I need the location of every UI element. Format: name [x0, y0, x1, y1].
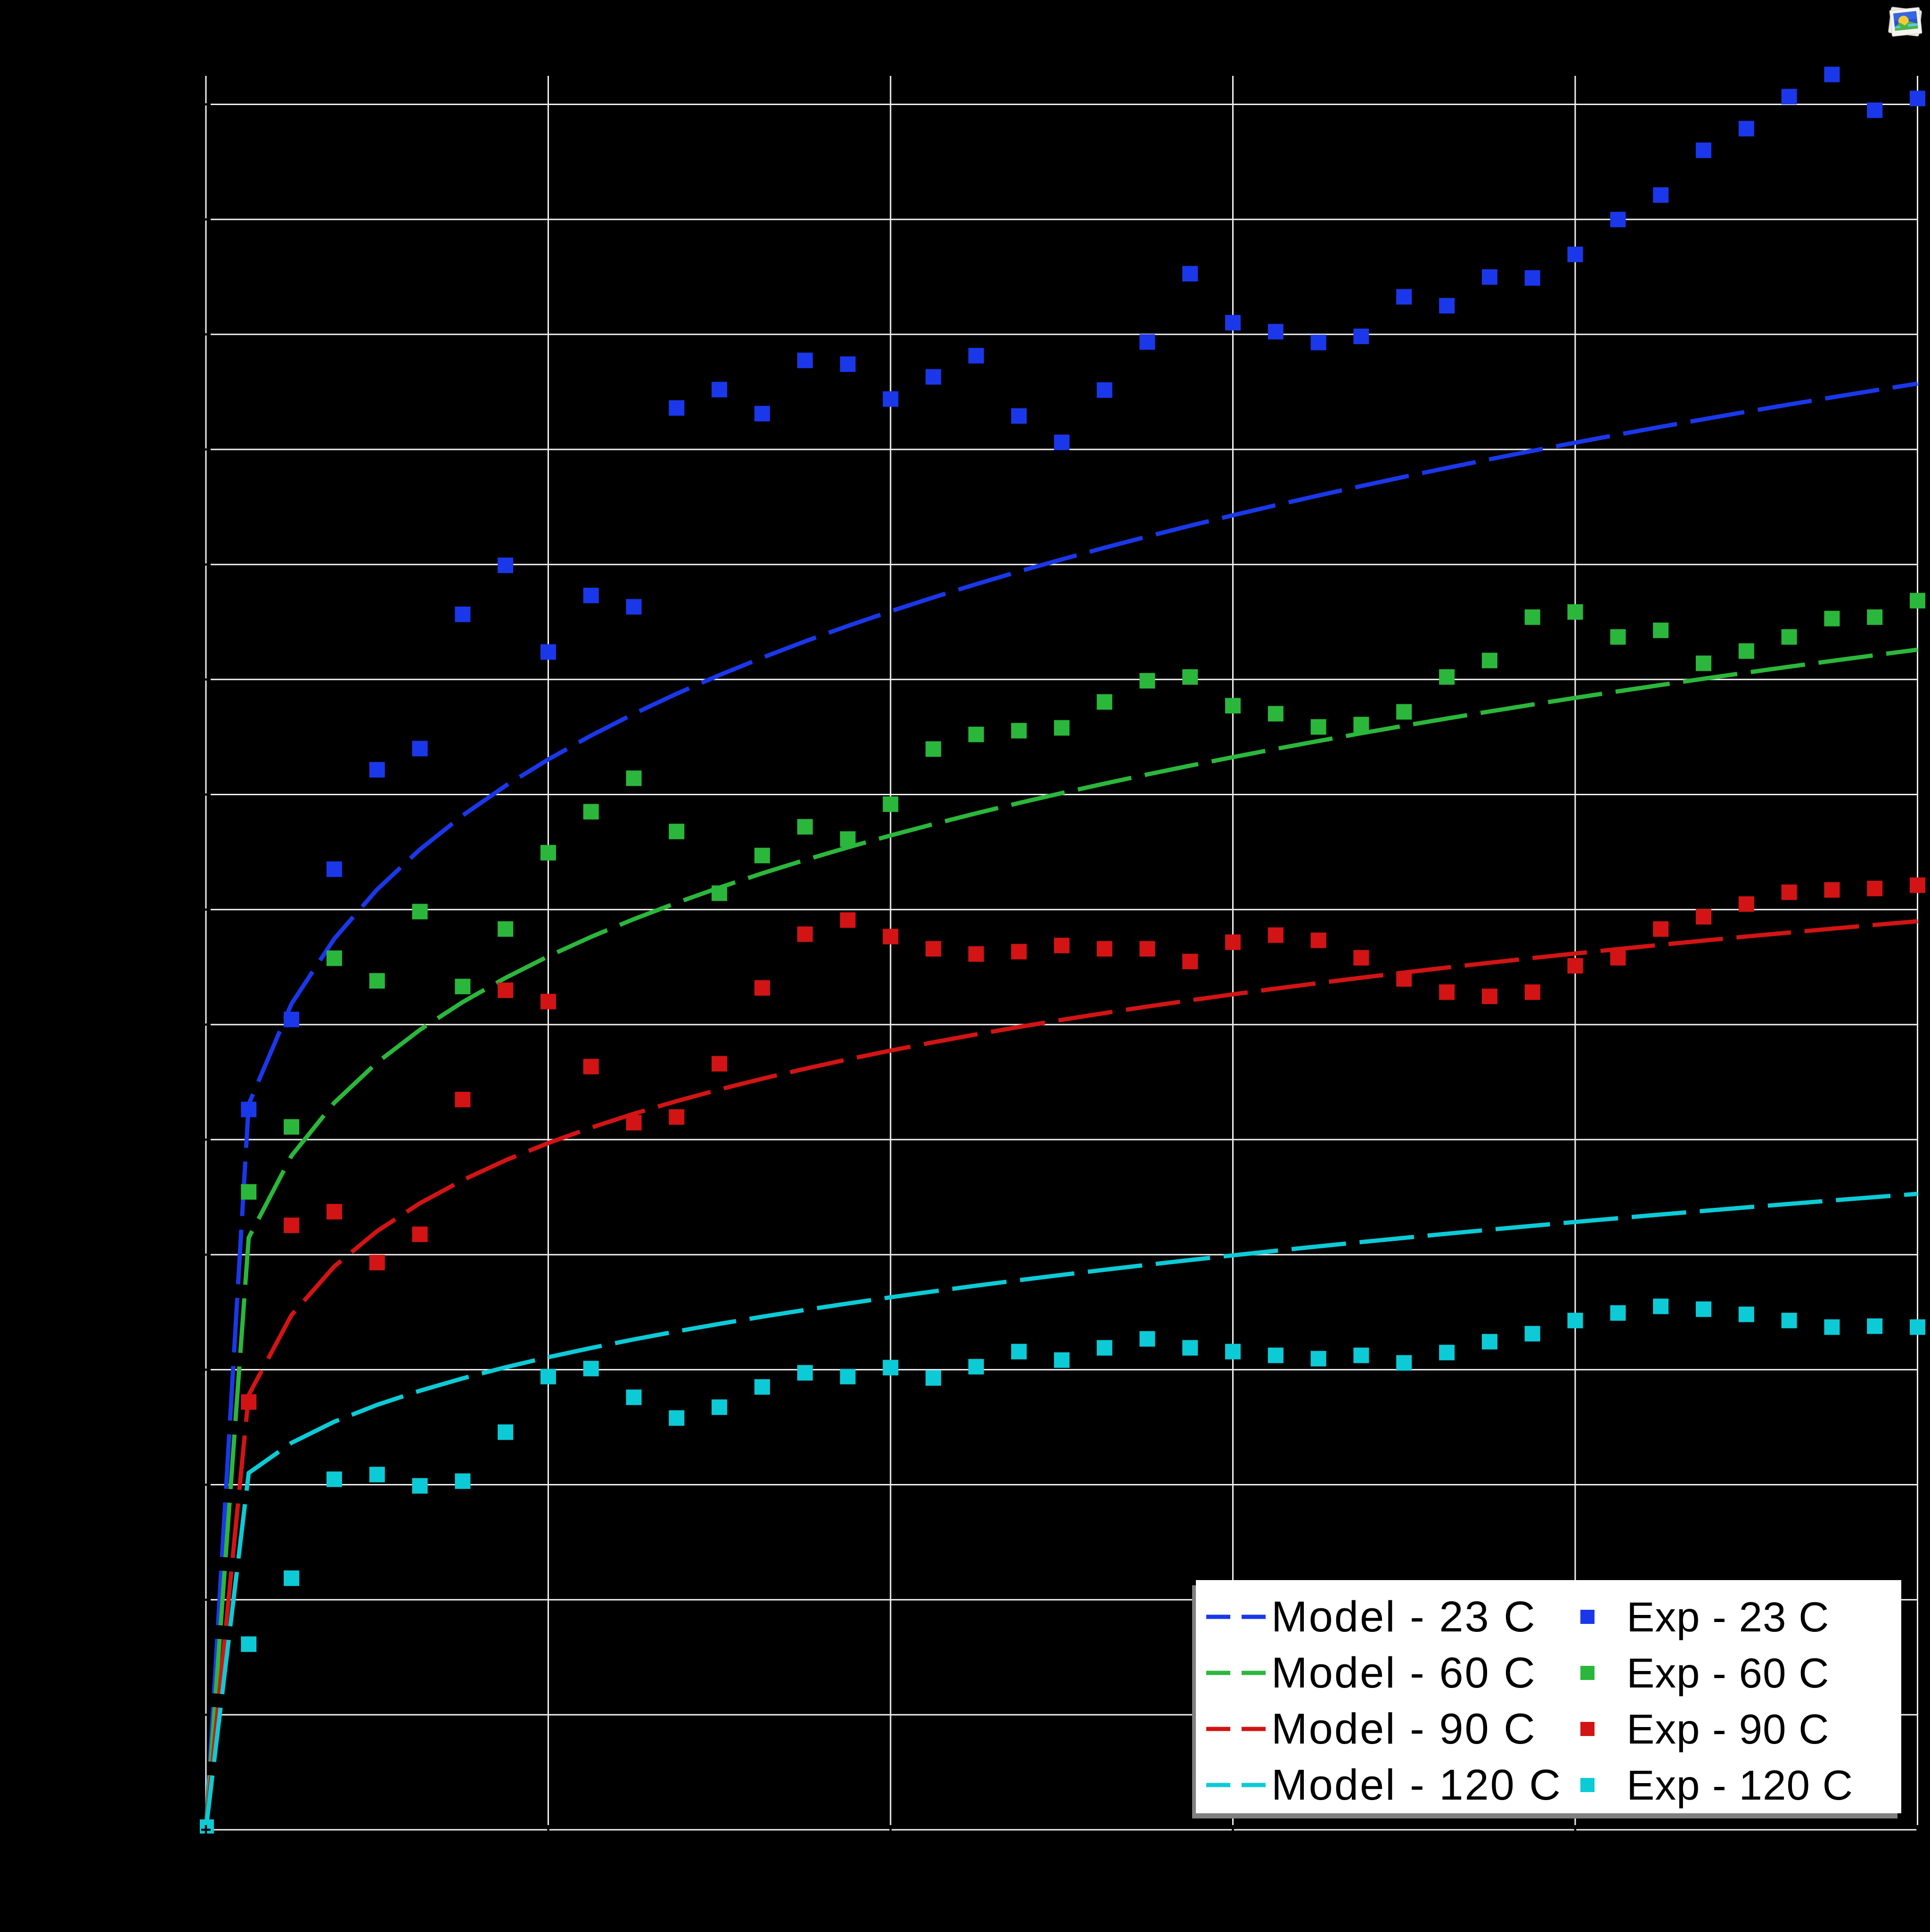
svg-text:Model - 120 C: Model - 120 C [1271, 1761, 1562, 1809]
svg-text:Model - 90 C: Model - 90 C [1271, 1705, 1537, 1753]
svg-text:Exp - 23 C: Exp - 23 C [1627, 1593, 1829, 1640]
svg-text:Model - 60 C: Model - 60 C [1271, 1649, 1537, 1697]
svg-text:Exp - 60 C: Exp - 60 C [1627, 1649, 1829, 1696]
svg-text:Exp - 90 C: Exp - 90 C [1627, 1705, 1829, 1753]
svg-text:Exp - 120 C: Exp - 120 C [1627, 1761, 1853, 1809]
svg-text:Model - 23 C: Model - 23 C [1271, 1593, 1537, 1641]
